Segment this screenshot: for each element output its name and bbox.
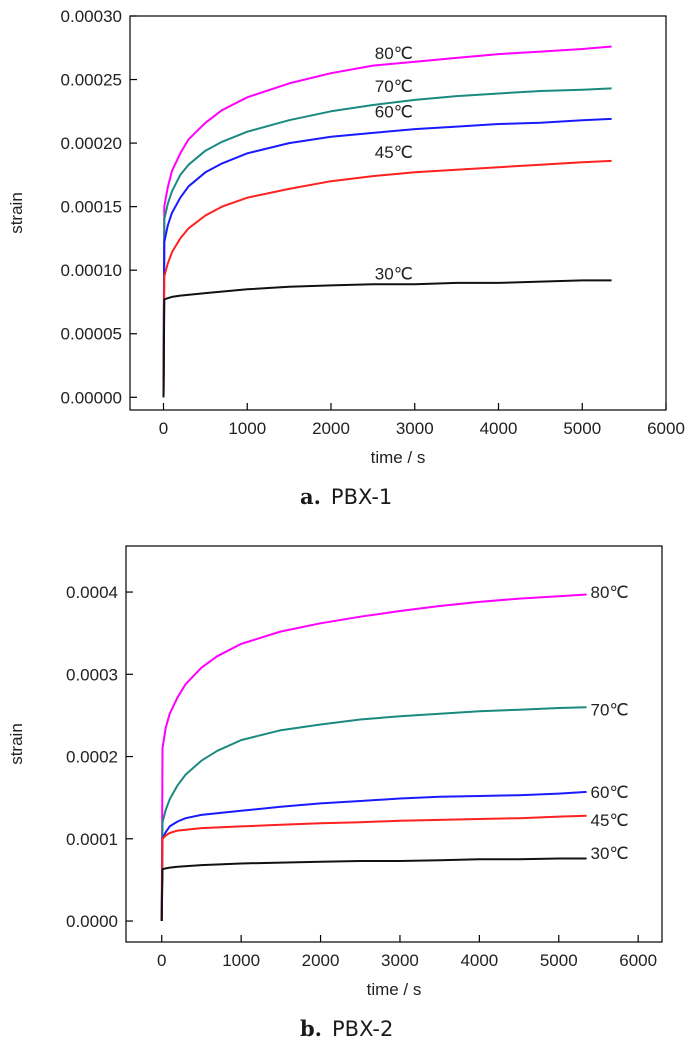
panel-b-y-tick-label: 0.0001 — [66, 830, 118, 849]
panel-b-y-axis-label: strain — [7, 723, 26, 765]
caption-letter-a: a. — [300, 484, 321, 509]
panel-b-x-tick-label: 4000 — [460, 951, 498, 970]
caption-chart-b: b. PBX-2 — [300, 1016, 393, 1041]
panel-b-y-tick-label: 0.0003 — [66, 665, 118, 684]
panel-a-x-tick-label: 3000 — [396, 419, 434, 438]
panel-a-y-axis-label: strain — [7, 192, 26, 234]
panel-b-y-tick-label: 0.0004 — [66, 583, 118, 602]
panel-a-series-line-80c — [162, 45, 612, 398]
panel-b-series-label-30c: 30℃ — [591, 844, 629, 863]
panel-a-y-tick-label: 0.00025 — [61, 71, 122, 90]
panel-a-series-line-30c — [162, 279, 612, 398]
panel-a-x-tick-label: 0 — [159, 419, 168, 438]
panel-a-series-line-60c — [162, 117, 612, 398]
panel-b-series-label-45c: 45℃ — [591, 811, 629, 830]
panel-a-y-tick-label: 0.00015 — [61, 198, 122, 217]
panel-a-y-tick-label: 0.00000 — [61, 388, 122, 407]
panel-b-x-axis-label: time / s — [367, 980, 422, 999]
panel-a-series-line-70c — [162, 87, 612, 398]
panel-b-series-line-30c — [160, 857, 587, 922]
panel-b-series-label-70c: 70℃ — [591, 701, 629, 720]
panel-a-x-axis-label: time / s — [371, 448, 426, 467]
panel-a-series-label-45c: 45℃ — [375, 143, 413, 162]
panel-a-x-tick-label: 5000 — [563, 419, 601, 438]
panel-b-series-label-60c: 60℃ — [591, 783, 629, 802]
panel-a-y-tick-label: 0.00010 — [61, 261, 122, 280]
panel-b-y-tick-label: 0.0000 — [66, 912, 118, 931]
panel-a-series-label-30c: 30℃ — [375, 264, 413, 283]
panel-b-series-line-60c — [160, 790, 587, 922]
panel-b-series-line-70c — [160, 706, 587, 922]
panel-a-x-tick-label: 1000 — [228, 419, 266, 438]
panel-b-x-tick-label: 6000 — [619, 951, 657, 970]
panel-a-plot-frame — [129, 15, 667, 411]
caption-name-b: PBX-2 — [332, 1017, 394, 1041]
panel-b-series-line-45c — [160, 814, 587, 922]
panel-a-y-tick-label: 0.00005 — [61, 325, 122, 344]
panel-a-x-tick-label: 4000 — [480, 419, 518, 438]
panel-b-series-line-80c — [160, 593, 587, 922]
panel-b-x-tick-label: 1000 — [222, 951, 260, 970]
panel-b-x-tick-label: 2000 — [302, 951, 340, 970]
panel-a-series-label-60c: 60℃ — [375, 102, 413, 121]
panel-a-series-label-70c: 70℃ — [375, 77, 413, 96]
panel-b-series-label-80c: 80℃ — [591, 583, 629, 602]
panel-b-x-tick-label: 3000 — [381, 951, 419, 970]
panel-a-y-tick-label: 0.00030 — [61, 7, 122, 26]
panel-b-x-tick-label: 5000 — [540, 951, 578, 970]
caption-letter-b: b. — [300, 1016, 322, 1041]
panel-b-y-tick-label: 0.0002 — [66, 748, 118, 767]
panel-a-x-tick-label: 6000 — [647, 419, 685, 438]
caption-name-a: PBX-1 — [330, 485, 393, 509]
caption-chart-a: a. PBX-1 — [300, 484, 392, 509]
panel-a-x-tick-label: 2000 — [312, 419, 350, 438]
panel-a-y-tick-label: 0.00020 — [61, 134, 122, 153]
panel-a-series-label-80c: 80℃ — [375, 44, 413, 63]
panel-b-plot-frame — [125, 545, 663, 943]
panel-a-series-line-45c — [162, 159, 612, 398]
panel-b-x-tick-label: 0 — [157, 951, 166, 970]
